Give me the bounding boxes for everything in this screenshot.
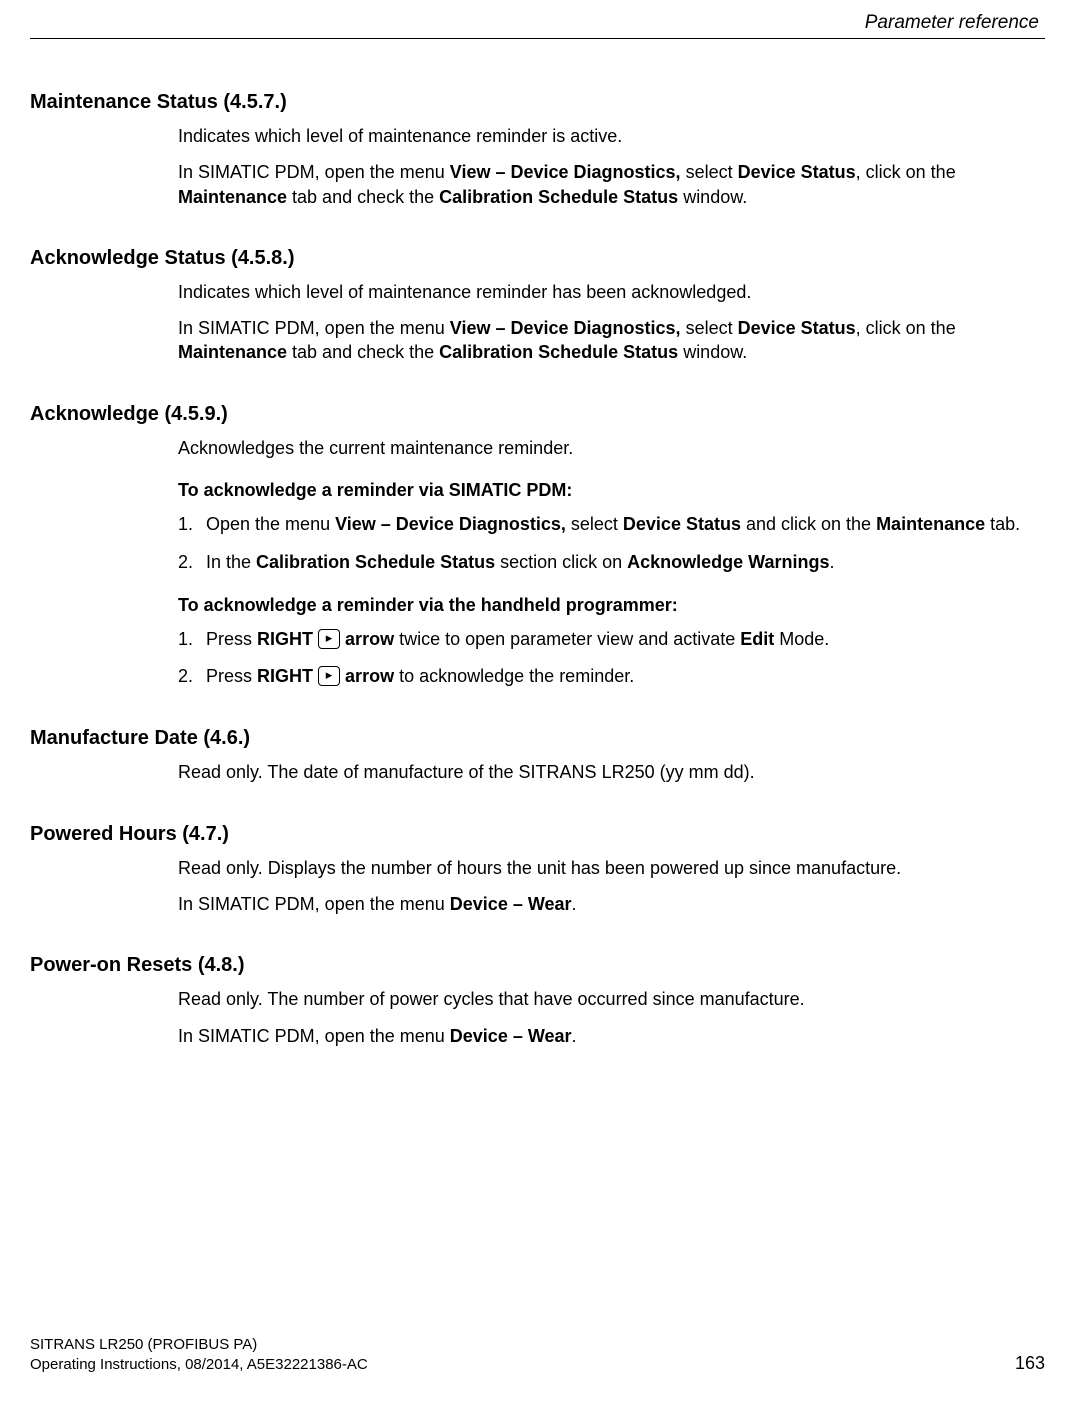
text: In SIMATIC PDM, open the menu [178, 162, 450, 182]
text: , click on the [856, 162, 956, 182]
text-bold: Maintenance [178, 187, 287, 207]
text-bold: Device Status [738, 318, 856, 338]
text: Mode. [774, 629, 829, 649]
text-bold: Device Status [623, 514, 741, 534]
text: section click on [495, 552, 627, 572]
text-bold: Maintenance [876, 514, 985, 534]
list-item: In the Calibration Schedule Status secti… [178, 550, 1039, 575]
footer-product: SITRANS LR250 (PROFIBUS PA) [30, 1335, 368, 1355]
heading-manufacture-date: Manufacture Date (4.6.) [30, 727, 1045, 750]
text-bold: Calibration Schedule Status [439, 342, 678, 362]
paragraph: In SIMATIC PDM, open the menu Device – W… [178, 1024, 1039, 1048]
text-bold: Edit [740, 629, 774, 649]
text-bold: Acknowledge Warnings [627, 552, 829, 572]
paragraph: Read only. The date of manufacture of th… [178, 760, 1039, 784]
body-maintenance-status: Indicates which level of maintenance rem… [178, 124, 1039, 209]
text: Press [206, 666, 257, 686]
text-bold: Device – Wear [450, 894, 572, 914]
body-acknowledge: Acknowledges the current maintenance rem… [178, 436, 1039, 690]
text: select [681, 162, 738, 182]
text-bold: Calibration Schedule Status [256, 552, 495, 572]
text: twice to open parameter view and activat… [394, 629, 740, 649]
paragraph: In SIMATIC PDM, open the menu View – Dev… [178, 160, 1039, 209]
text: In SIMATIC PDM, open the menu [178, 894, 450, 914]
text: Press [206, 629, 257, 649]
heading-powered-hours: Powered Hours (4.7.) [30, 823, 1045, 846]
paragraph: Read only. The number of power cycles th… [178, 987, 1039, 1011]
heading-acknowledge-status: Acknowledge Status (4.5.8.) [30, 247, 1045, 270]
text: In SIMATIC PDM, open the menu [178, 1026, 450, 1046]
body-manufacture-date: Read only. The date of manufacture of th… [178, 760, 1039, 784]
section-acknowledge-status: Acknowledge Status (4.5.8.) Indicates wh… [30, 247, 1045, 365]
paragraph: In SIMATIC PDM, open the menu View – Dev… [178, 316, 1039, 365]
right-arrow-key-icon: ▸ [318, 629, 340, 649]
text: In SIMATIC PDM, open the menu [178, 318, 450, 338]
text: Open the menu [206, 514, 335, 534]
body-acknowledge-status: Indicates which level of maintenance rem… [178, 280, 1039, 365]
page-footer: SITRANS LR250 (PROFIBUS PA) Operating In… [30, 1335, 1045, 1374]
section-power-on-resets: Power-on Resets (4.8.) Read only. The nu… [30, 954, 1045, 1048]
text-bold: Device Status [738, 162, 856, 182]
text: . [572, 1026, 577, 1046]
text: window. [678, 187, 747, 207]
paragraph: Read only. Displays the number of hours … [178, 856, 1039, 880]
body-power-on-resets: Read only. The number of power cycles th… [178, 987, 1039, 1048]
ordered-list-handheld: Press RIGHT ▸ arrow twice to open parame… [178, 627, 1039, 689]
list-item: Open the menu View – Device Diagnostics,… [178, 512, 1039, 537]
text: select [566, 514, 623, 534]
section-powered-hours: Powered Hours (4.7.) Read only. Displays… [30, 823, 1045, 917]
text-bold: View – Device Diagnostics, [450, 162, 681, 182]
text-bold: Maintenance [178, 342, 287, 362]
text: tab and check the [287, 342, 439, 362]
section-acknowledge: Acknowledge (4.5.9.) Acknowledges the cu… [30, 403, 1045, 690]
heading-maintenance-status: Maintenance Status (4.5.7.) [30, 91, 1045, 114]
section-maintenance-status: Maintenance Status (4.5.7.) Indicates wh… [30, 91, 1045, 209]
heading-power-on-resets: Power-on Resets (4.8.) [30, 954, 1045, 977]
text: to acknowledge the reminder. [394, 666, 634, 686]
paragraph: Acknowledges the current maintenance rem… [178, 436, 1039, 460]
text: . [830, 552, 835, 572]
paragraph: Indicates which level of maintenance rem… [178, 280, 1039, 304]
text: In the [206, 552, 256, 572]
page-content: Parameter reference Maintenance Status (… [0, 0, 1075, 1116]
text-bold: RIGHT [257, 629, 313, 649]
section-manufacture-date: Manufacture Date (4.6.) Read only. The d… [30, 727, 1045, 784]
text: tab and check the [287, 187, 439, 207]
heading-acknowledge: Acknowledge (4.5.9.) [30, 403, 1045, 426]
text: and click on the [741, 514, 876, 534]
text-bold: Device – Wear [450, 1026, 572, 1046]
text: , click on the [856, 318, 956, 338]
text-bold: View – Device Diagnostics, [450, 318, 681, 338]
ordered-list-pdm: Open the menu View – Device Diagnostics,… [178, 512, 1039, 574]
page-number: 163 [1015, 1353, 1045, 1374]
text-bold: RIGHT [257, 666, 313, 686]
list-item: Press RIGHT ▸ arrow to acknowledge the r… [178, 664, 1039, 689]
text: tab. [985, 514, 1020, 534]
list-item: Press RIGHT ▸ arrow twice to open parame… [178, 627, 1039, 652]
text: . [572, 894, 577, 914]
sub-heading-pdm: To acknowledge a reminder via SIMATIC PD… [178, 478, 1039, 502]
text-bold: arrow [345, 629, 394, 649]
text-bold: View – Device Diagnostics, [335, 514, 566, 534]
paragraph: Indicates which level of maintenance rem… [178, 124, 1039, 148]
text-bold: arrow [345, 666, 394, 686]
page-header-chapter: Parameter reference [30, 12, 1045, 39]
body-powered-hours: Read only. Displays the number of hours … [178, 856, 1039, 917]
text-bold: Calibration Schedule Status [439, 187, 678, 207]
text: window. [678, 342, 747, 362]
right-arrow-key-icon: ▸ [318, 666, 340, 686]
sub-heading-handheld: To acknowledge a reminder via the handhe… [178, 593, 1039, 617]
footer-left: SITRANS LR250 (PROFIBUS PA) Operating In… [30, 1335, 368, 1374]
footer-docinfo: Operating Instructions, 08/2014, A5E3222… [30, 1355, 368, 1375]
paragraph: In SIMATIC PDM, open the menu Device – W… [178, 892, 1039, 916]
text: select [681, 318, 738, 338]
